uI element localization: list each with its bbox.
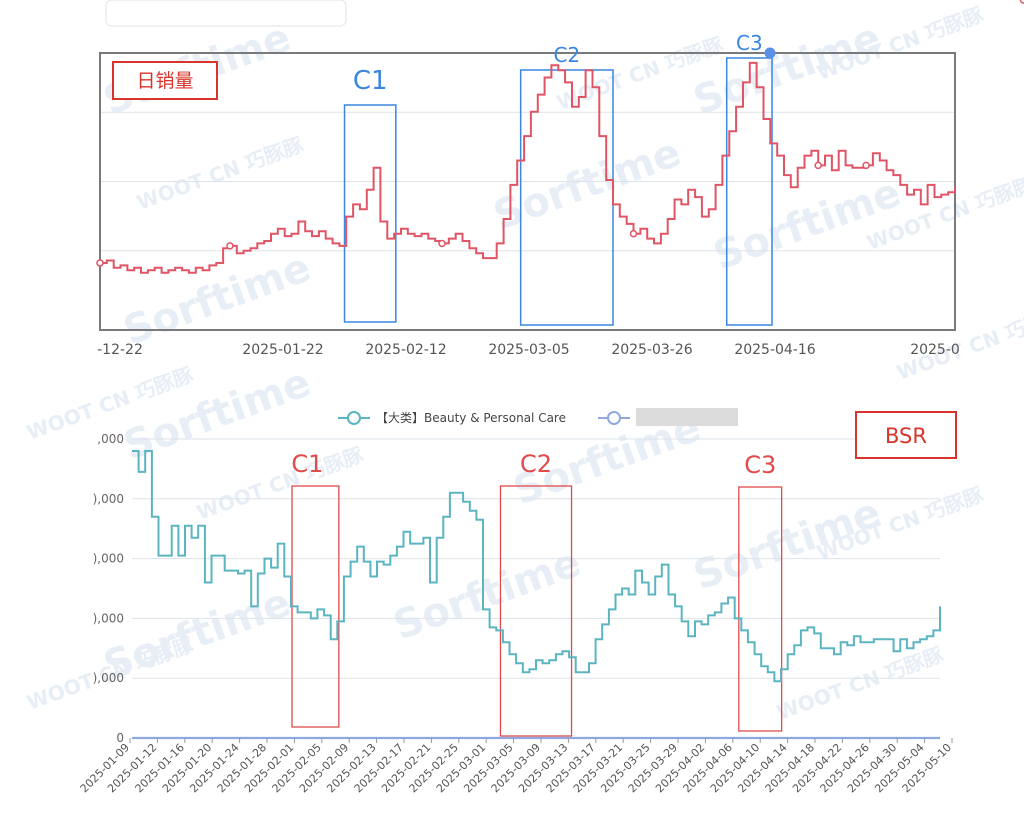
daily-sales-line <box>100 61 956 274</box>
x-tick-label: 2025-01-22 <box>242 342 323 358</box>
x-tick-label: 2025-03-26 <box>611 342 692 358</box>
bsr-badge-text: BSR <box>885 424 927 448</box>
bsr-legend[interactable]: 【大类】Beauty & Personal Care <box>338 408 738 426</box>
region-label-c2: C2 <box>520 450 552 478</box>
bsr-category-line <box>132 450 941 683</box>
daily-sales-regions: C1 C2 C3 <box>343 31 773 326</box>
x-tick-label: -12-22 <box>97 342 143 358</box>
y-tick-label: ),000 <box>93 671 124 685</box>
region-box-c3 <box>725 57 773 326</box>
y-tick-label: ),000 <box>93 492 124 506</box>
region-label-c3: C3 <box>744 451 776 479</box>
region-label-c1: C1 <box>353 66 388 96</box>
region-box-c3 <box>738 486 783 732</box>
y-tick-label: ),000 <box>93 552 124 566</box>
region-label-c3: C3 <box>736 31 763 55</box>
legend-redacted-label <box>636 408 738 426</box>
daily-sales-series <box>96 0 1024 274</box>
region-box-c1 <box>343 104 397 323</box>
watermark-brand: Sorftime <box>118 359 317 469</box>
data-point <box>814 161 822 170</box>
data-point <box>862 161 870 170</box>
data-point <box>226 242 234 250</box>
bsr-badge: BSR <box>855 411 957 459</box>
y-tick-label: ,000 <box>97 432 124 446</box>
data-point <box>438 239 446 248</box>
watermark-brand: Sorftime <box>388 539 587 649</box>
legend-label-category[interactable]: 【大类】Beauty & Personal Care <box>376 411 566 425</box>
region-box-c1 <box>291 485 340 728</box>
legend-circle-icon-2 <box>607 411 621 425</box>
watermark-text: WOOT CN 巧豚豚 <box>774 642 947 724</box>
bsr-y-axis: ,000 ),000 ),000 ),000 ),000 0 <box>93 432 124 745</box>
x-tick-label: 2025-03-05 <box>488 342 569 358</box>
daily-sales-gridlines <box>100 111 955 252</box>
legend-circle-icon <box>347 411 361 425</box>
x-tick-label: 2025-04-16 <box>734 342 815 358</box>
x-tick-label: 2025-0 <box>910 342 960 358</box>
watermark-brand: Sorftime <box>118 244 317 354</box>
daily-sales-chart: C1 C2 C3 -12-22 2025-01-22 2025-02-12 2025-03… <box>96 0 1024 358</box>
region-label-c1: C1 <box>291 450 323 478</box>
watermark-brand: Sorftime <box>708 169 907 279</box>
region-label-c2: C2 <box>553 43 580 67</box>
hover-point <box>764 47 776 59</box>
daily-sales-badge: 日销量 <box>112 61 218 100</box>
bsr-x-axis: 2025-01-092025-01-122025-01-162025-01-20… <box>78 738 954 795</box>
daily-sales-badge-text: 日销量 <box>136 70 193 92</box>
top-input-remnant <box>105 0 347 27</box>
data-point <box>1019 0 1024 4</box>
data-point <box>629 229 638 238</box>
watermark-text: WOOT CN 巧豚豚 <box>134 132 307 214</box>
daily-sales-x-axis: -12-22 2025-01-22 2025-02-12 2025-03-05 2025… <box>97 342 960 358</box>
data-point <box>96 259 104 267</box>
watermark-layer: SorftimeSorftimeSorftimeSorftimeSorftime… <box>24 2 1024 724</box>
x-tick-label: 2025-02-12 <box>365 342 446 358</box>
watermark-text: WOOT CN 巧豚豚 <box>194 442 367 524</box>
region-box-c2 <box>499 485 573 737</box>
y-tick-label: 0 <box>116 731 124 745</box>
y-tick-label: ),000 <box>93 611 124 625</box>
